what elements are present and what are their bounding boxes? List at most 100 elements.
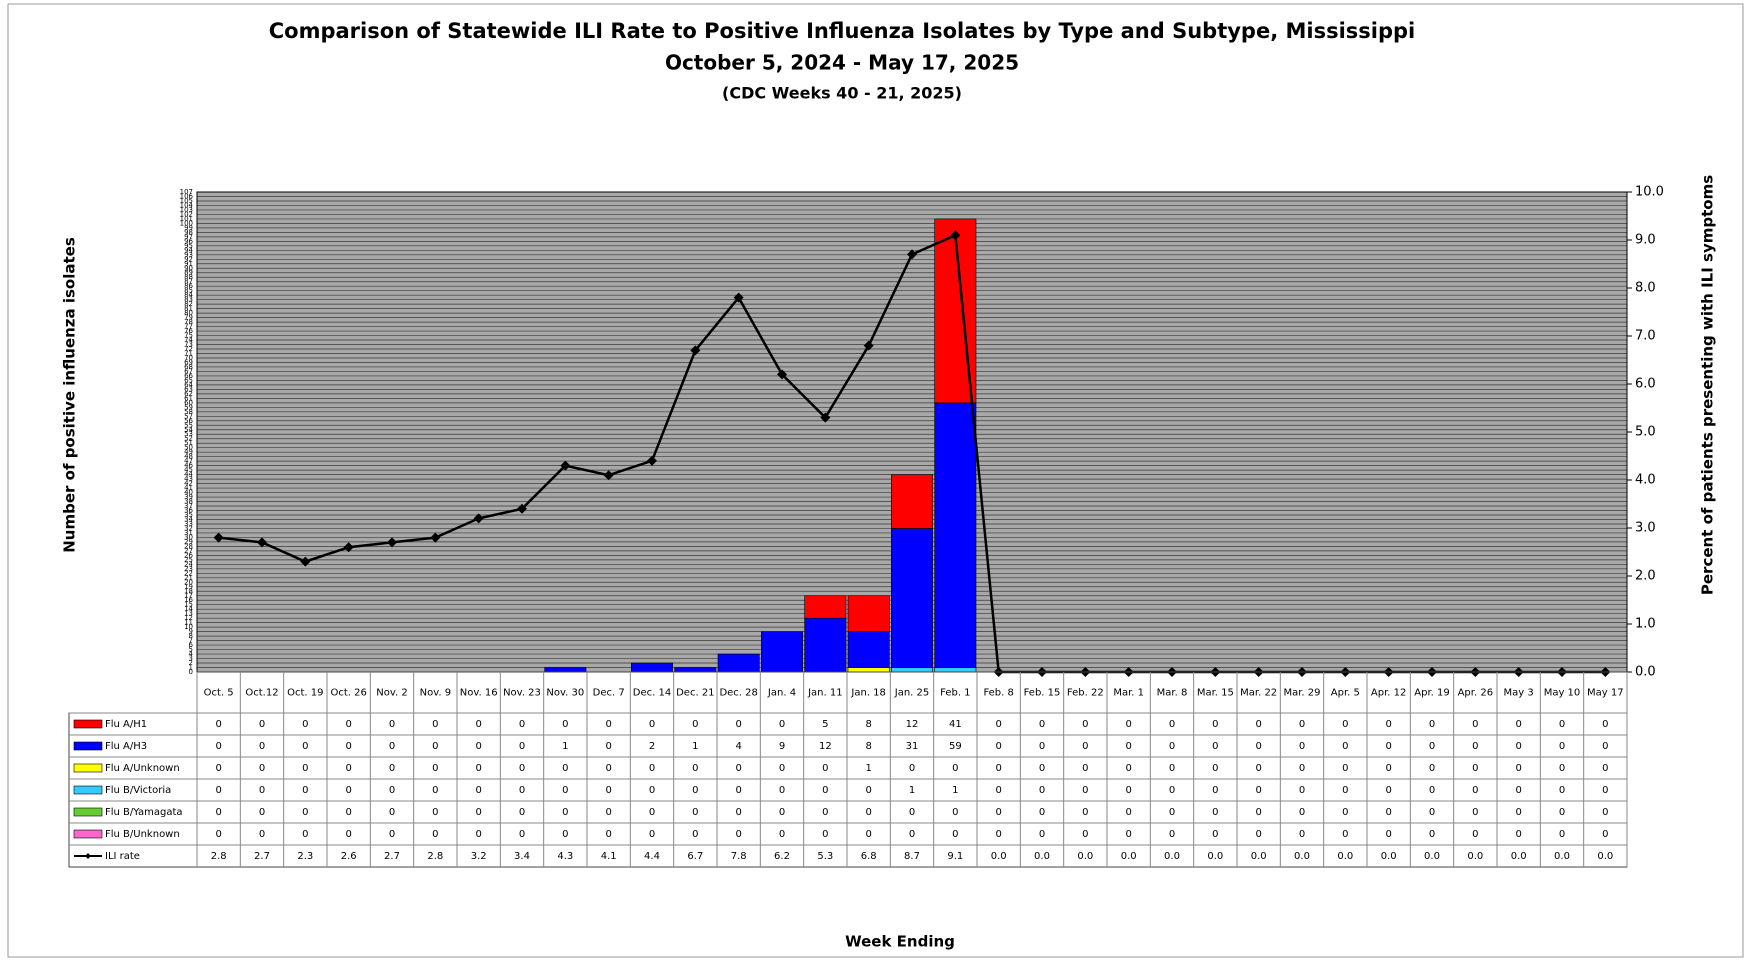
chart-subtitle: October 5, 2024 - May 17, 2025 — [665, 51, 1019, 75]
x-tick-label: Apr. 26 — [1458, 688, 1493, 699]
table-value: 0 — [259, 741, 265, 752]
table-value: 0 — [1125, 763, 1131, 774]
y-tick-label: 71 — [184, 349, 193, 357]
table-value: 0 — [1255, 807, 1261, 818]
y-tick-label: 65 — [184, 376, 193, 384]
y-tick-label: 15 — [184, 601, 193, 609]
table-value: 0 — [1385, 807, 1391, 818]
table-value: 0 — [1299, 829, 1305, 840]
y-tick-label: 96 — [184, 237, 193, 245]
legend-label: Flu A/H3 — [105, 741, 147, 752]
y-tick-label: 19 — [184, 583, 193, 591]
table-value: 0 — [1472, 719, 1478, 730]
bar — [891, 528, 933, 668]
x-tick-label: Nov. 9 — [420, 688, 451, 699]
table-value: 0.0 — [1121, 851, 1137, 862]
y-tick-label: 69 — [184, 358, 193, 366]
y-tick-label: 103 — [180, 206, 193, 214]
y-tick-label: 27 — [184, 547, 193, 555]
table-value: 0 — [259, 807, 265, 818]
table-value: 6.2 — [774, 851, 790, 862]
table-value: 0 — [692, 719, 698, 730]
x-tick-label: Mar. 29 — [1283, 688, 1320, 699]
ili-marker — [950, 230, 961, 241]
y-tick-label: 7 — [189, 637, 193, 645]
table-value: 0.0 — [1381, 851, 1397, 862]
table-value: 0 — [822, 785, 828, 796]
y-tick-label: 2 — [189, 659, 193, 667]
table-value: 0 — [519, 829, 525, 840]
y-tick-label: 99 — [184, 224, 193, 232]
table-value: 0 — [562, 719, 568, 730]
y-tick-label: 50 — [184, 444, 193, 452]
y-tick-label: 85 — [184, 287, 193, 295]
table-value: 0 — [1385, 719, 1391, 730]
y2-tick-label: 5.0 — [1635, 425, 1656, 440]
y-tick-label: 74 — [184, 336, 193, 344]
y-tick-label: 46 — [184, 462, 193, 470]
table-value: 0 — [1602, 829, 1608, 840]
table-value: 0 — [432, 741, 438, 752]
table-value: 0 — [1212, 719, 1218, 730]
table-value: 0 — [1429, 719, 1435, 730]
y-tick-label: 30 — [184, 533, 193, 541]
legend-label: Flu B/Unknown — [105, 829, 180, 840]
y-tick-label: 95 — [184, 242, 193, 250]
table-value: 0 — [302, 719, 308, 730]
table-value: 0 — [1559, 829, 1565, 840]
y-tick-label: 1 — [189, 664, 193, 672]
table-value: 0 — [1515, 807, 1521, 818]
table-value: 0 — [562, 807, 568, 818]
y-tick-label: 10 — [184, 623, 193, 631]
table-value: 0 — [692, 829, 698, 840]
bar — [847, 667, 890, 673]
legend-swatch — [73, 719, 103, 729]
y-tick-label: 42 — [184, 480, 193, 488]
table-value: 0 — [649, 763, 655, 774]
table-value: 4.1 — [601, 851, 617, 862]
table-value: 0 — [1602, 763, 1608, 774]
table-value: 0 — [1299, 785, 1305, 796]
table-value: 0 — [475, 741, 481, 752]
ili-marker — [690, 345, 701, 356]
table-value: 0 — [1559, 763, 1565, 774]
table-value: 0 — [1039, 719, 1045, 730]
y-tick-label: 70 — [184, 354, 193, 362]
table-value: 0 — [1299, 741, 1305, 752]
bar — [934, 667, 977, 673]
y-tick-label: 54 — [184, 426, 193, 434]
bar — [891, 474, 933, 529]
y-tick-label: 84 — [184, 291, 193, 299]
y-tick-label: 92 — [184, 255, 193, 263]
y2-tick-label: 8.0 — [1635, 281, 1656, 296]
ili-marker — [907, 249, 917, 260]
table-value: 0 — [562, 785, 568, 796]
bar — [934, 402, 977, 668]
table-value: 1 — [865, 763, 871, 774]
y2-tick-label: 4.0 — [1635, 473, 1656, 488]
table-value: 0.0 — [1511, 851, 1527, 862]
table-value: 0 — [1039, 785, 1045, 796]
table-value: 41 — [949, 719, 962, 730]
table-value: 0 — [432, 763, 438, 774]
y-tick-label: 45 — [184, 466, 193, 474]
x-tick-label: Dec. 21 — [676, 688, 714, 699]
y-tick-label: 106 — [180, 192, 194, 200]
table-value: 0 — [432, 829, 438, 840]
table-value: 5.3 — [817, 851, 833, 862]
y-tick-label: 101 — [180, 215, 193, 223]
table-value: 6.8 — [861, 851, 877, 862]
ili-marker — [430, 532, 441, 543]
table-value: 0 — [389, 807, 395, 818]
table-value: 0 — [1039, 741, 1045, 752]
x-tick-label: Dec. 7 — [593, 688, 625, 699]
table-value: 0 — [1342, 741, 1348, 752]
table-value: 0 — [865, 785, 871, 796]
table-value: 0 — [345, 763, 351, 774]
y-tick-label: 8 — [189, 632, 193, 640]
table-value: 0 — [1515, 719, 1521, 730]
table-value: 0 — [345, 741, 351, 752]
table-value: 0 — [909, 807, 915, 818]
y-tick-label: 44 — [184, 471, 193, 479]
y-tick-label: 0 — [189, 668, 193, 676]
